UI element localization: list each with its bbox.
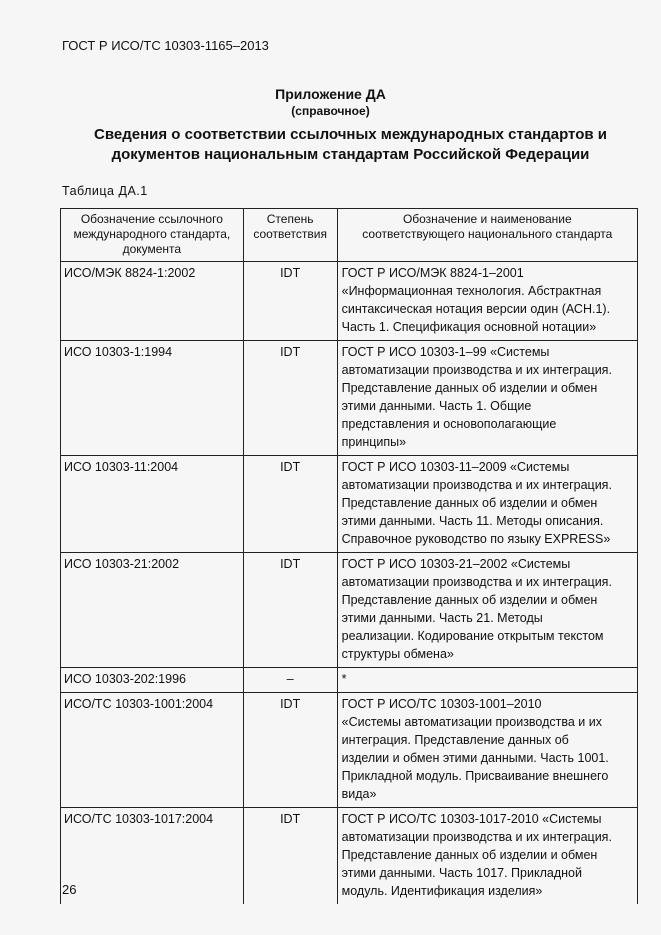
cell-degree: IDT [242, 552, 338, 668]
header-ref: Обозначение ссылочного международного ст… [60, 208, 244, 262]
table-header-row: Обозначение ссылочного международного ст… [60, 208, 639, 262]
table-caption: Таблица ДА.1 [62, 184, 148, 198]
cell-degree: IDT [242, 807, 338, 904]
table-row: ИСО 10303-21:2002 IDT ГОСТ Р ИСО 10303-21… [60, 552, 639, 668]
appendix-subtitle: (справочное) [291, 104, 370, 118]
cell-ref: ИСО 10303-1:1994 [60, 340, 244, 456]
cell-ref: ИСО 10303-202:1996 [60, 667, 244, 693]
appendix-title: Приложение ДА [275, 86, 386, 102]
cell-ref: ИСО/ТС 10303-1017:2004 [60, 807, 244, 904]
cell-degree: IDT [242, 340, 338, 456]
cell-national: ГОСТ Р ИСО/МЭК 8824-1–2001 «Информационн… [336, 261, 639, 341]
cell-degree: – [242, 667, 338, 693]
cell-degree: IDT [242, 455, 338, 553]
table-row: ИСО/ТС 10303-1001:2004 IDT ГОСТ Р ИСО/ТС … [60, 692, 639, 808]
standards-table: Обозначение ссылочного международного ст… [60, 208, 639, 904]
cell-national: ГОСТ Р ИСО 10303-1–99 «Системы автоматиз… [336, 340, 639, 456]
cell-national: ГОСТ Р ИСО/ТС 10303-1017-2010 «Системы а… [336, 807, 639, 904]
cell-national: ГОСТ Р ИСО 10303-21–2002 «Системы автома… [336, 552, 639, 668]
cell-national: * [336, 667, 639, 693]
running-header: ГОСТ Р ИСО/ТС 10303-1165–2013 [62, 38, 269, 53]
cell-degree: IDT [242, 261, 338, 341]
cell-degree: IDT [242, 692, 338, 808]
cell-national: ГОСТ Р ИСО 10303-11–2009 «Системы автома… [336, 455, 639, 553]
section-heading: Сведения о соответствии ссылочных междун… [94, 126, 607, 163]
table-row: ИСО 10303-202:1996– * [60, 667, 639, 693]
cell-ref: ИСО/МЭК 8824-1:2002 [60, 261, 244, 341]
cell-ref: ИСО 10303-21:2002 [60, 552, 244, 668]
table-row: ИСО 10303-11:2004 IDT ГОСТ Р ИСО 10303-11… [60, 455, 639, 553]
table-row: ИСО/МЭК 8824-1:2002 IDT ГОСТ Р ИСО/МЭК 88… [60, 261, 639, 341]
cell-ref: ИСО/ТС 10303-1001:2004 [60, 692, 244, 808]
page-number: 26 [62, 882, 77, 897]
header-degree: Степень соответствия [242, 208, 338, 262]
header-national: Обозначение и наименование соответствующ… [336, 208, 639, 262]
cell-ref: ИСО 10303-11:2004 [60, 455, 244, 553]
cell-national: ГОСТ Р ИСО/ТС 10303-1001–2010 «Системы а… [336, 692, 639, 808]
table-row: ИСО/ТС 10303-1017:2004 IDT ГОСТ Р ИСО/ТС … [60, 807, 639, 904]
table-row: ИСО 10303-1:1994 IDT ГОСТ Р ИСО 10303-1–9… [60, 340, 639, 456]
